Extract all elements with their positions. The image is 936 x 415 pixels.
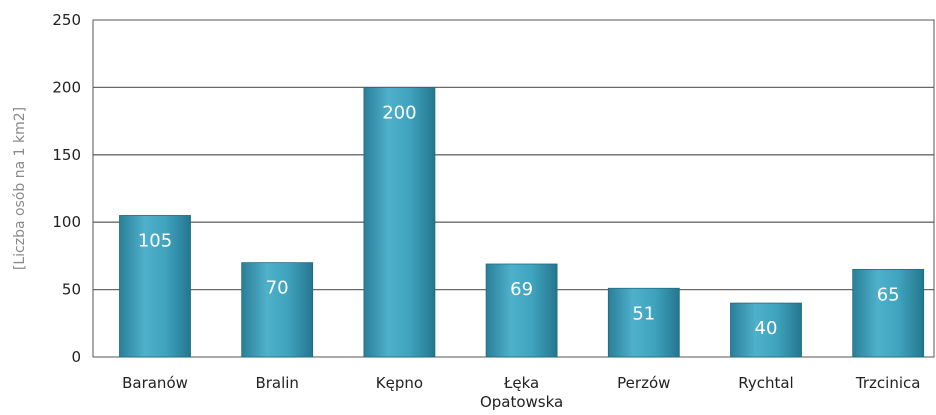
x-category-label: Łęka Opatowska xyxy=(480,374,563,411)
bar xyxy=(119,215,191,358)
x-category-label: Baranów xyxy=(122,374,188,392)
bar xyxy=(607,287,680,358)
data-label: 65 xyxy=(877,284,900,305)
gridlines xyxy=(93,86,934,291)
y-tick-label: 200 xyxy=(52,78,81,96)
y-tick-label: 250 xyxy=(52,11,81,29)
y-axis-ticks: 0 50 100 150 200 250 xyxy=(52,11,81,366)
bars xyxy=(119,87,925,358)
data-labels: 105 70 200 69 51 40 65 xyxy=(138,102,900,339)
data-label: 40 xyxy=(755,318,778,339)
data-label: 105 xyxy=(138,230,172,251)
data-label: 69 xyxy=(510,279,533,300)
y-axis-label: [Liczba osób na 1 km2] xyxy=(12,107,28,270)
data-label: 200 xyxy=(382,102,416,123)
x-axis-categories: Baranów Bralin Kępno Łęka Opatowska Perzów Ryc… xyxy=(122,374,920,411)
x-category-label: Bralin xyxy=(255,374,299,392)
x-category-label: Kępno xyxy=(376,374,423,392)
y-tick-label: 50 xyxy=(62,281,81,299)
y-tick-label: 150 xyxy=(52,146,81,164)
bar xyxy=(730,302,802,358)
x-category-label: Rychtal xyxy=(738,374,793,392)
x-category-label: Perzów xyxy=(617,374,670,392)
bar xyxy=(363,87,436,358)
y-tick-label: 0 xyxy=(71,348,81,366)
bar xyxy=(852,268,925,358)
x-category-label: Trzcinica xyxy=(855,374,921,392)
bar xyxy=(241,262,314,358)
data-label: 70 xyxy=(266,278,289,299)
data-label: 51 xyxy=(632,303,655,324)
y-tick-label: 100 xyxy=(52,213,81,231)
bar xyxy=(485,263,558,358)
